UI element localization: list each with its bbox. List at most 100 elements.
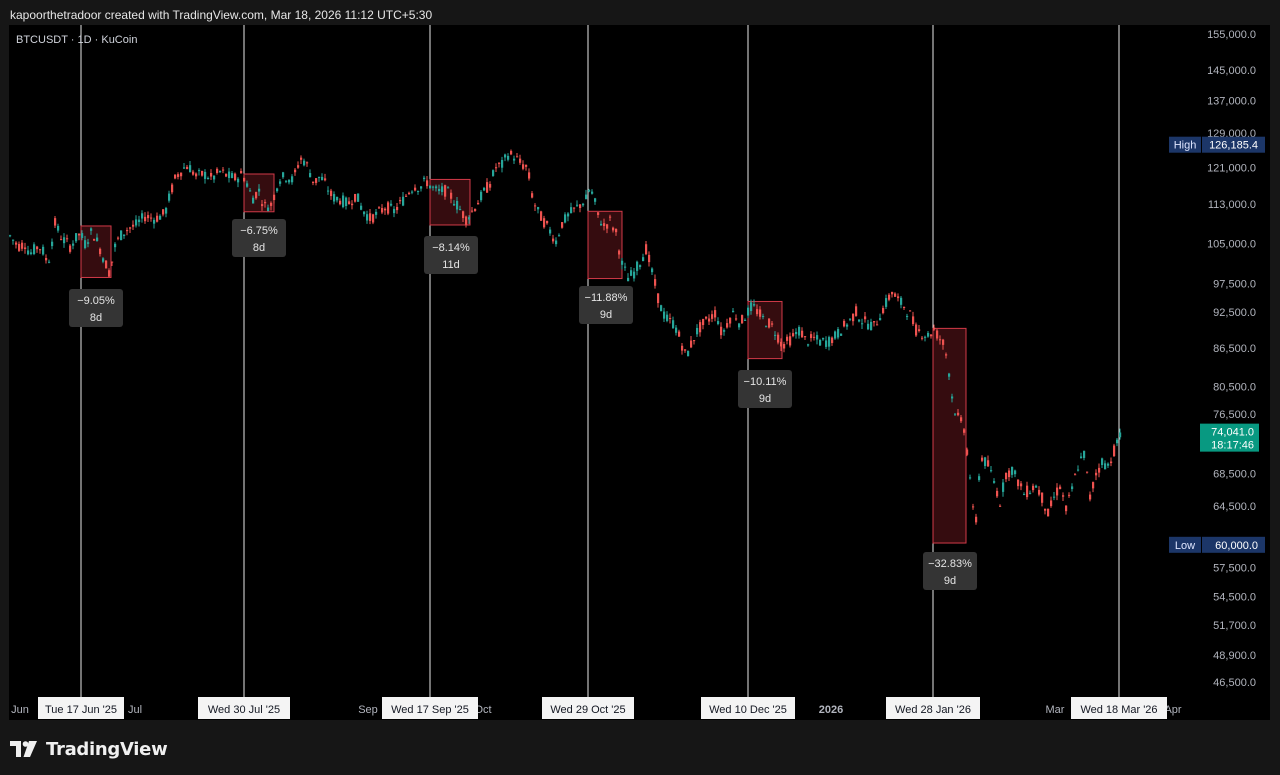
candle-body	[306, 162, 309, 164]
candle-body	[960, 417, 963, 422]
candle-body	[1107, 463, 1110, 466]
low-badge-tag-label: Low	[1175, 540, 1195, 552]
candle-body	[957, 412, 960, 416]
candle-body	[315, 178, 318, 183]
candle-body	[363, 211, 366, 215]
candle-body	[762, 316, 765, 318]
candle-body	[981, 457, 984, 461]
candle-body	[318, 176, 321, 179]
candle-body	[1044, 508, 1047, 511]
candle-body	[135, 219, 138, 226]
candle-body	[252, 197, 255, 204]
candle-body	[303, 160, 306, 166]
candle-body	[855, 306, 858, 316]
y-tick-label: 57,500.0	[1213, 563, 1256, 575]
candle-body	[963, 429, 966, 433]
candle-body	[69, 245, 72, 252]
candle-body	[159, 215, 162, 220]
candle-body	[657, 293, 660, 304]
drawdown-label-bg	[579, 286, 633, 324]
date-marker-box	[198, 697, 290, 719]
candle-body	[534, 205, 537, 207]
candle-body	[798, 327, 801, 336]
candle-body	[93, 239, 96, 241]
candle-body	[708, 318, 711, 322]
candle-body	[807, 344, 810, 346]
candle-body	[276, 188, 279, 192]
candle-body	[726, 323, 729, 328]
candle-body	[207, 177, 210, 179]
candle-body	[567, 213, 570, 217]
candle-body	[366, 214, 369, 221]
candle-body	[444, 185, 447, 197]
candle-body	[162, 209, 165, 215]
tradingview-logo-icon	[10, 741, 37, 757]
candle-body	[99, 248, 102, 255]
candle-body	[825, 340, 828, 347]
chart-frame[interactable]: 155,000.0 145,000.0 137,000.0 129,000.0 121,…	[9, 25, 1270, 720]
candle-body	[552, 238, 555, 242]
candle-body	[333, 194, 336, 202]
candle-body	[990, 470, 993, 472]
candle-body	[1041, 492, 1044, 503]
candle-body	[1116, 439, 1119, 444]
x-tick-label: Oct	[474, 704, 491, 716]
price-chart[interactable]: 155,000.0145,000.0137,000.0129,000.0121,…	[9, 25, 1270, 720]
y-tick-label: 46,500.0	[1213, 677, 1256, 689]
candle-body	[33, 244, 36, 254]
candle-body	[915, 324, 918, 336]
candle-body	[783, 343, 786, 349]
candle-body	[840, 333, 843, 336]
candle-body	[24, 247, 27, 249]
candle-body	[582, 203, 585, 206]
candle-body	[789, 336, 792, 346]
candle-body	[39, 249, 42, 251]
candle-body	[537, 207, 540, 210]
candle-body	[744, 319, 747, 321]
candle-body	[378, 207, 381, 209]
candle-body	[888, 294, 891, 300]
candle-body	[696, 327, 699, 335]
candle-body	[1059, 486, 1062, 490]
candle-body	[75, 233, 78, 242]
y-tick-label: 113,000.0	[1208, 199, 1256, 211]
candle-body	[150, 217, 153, 219]
candle-body	[609, 216, 612, 218]
candle-body	[864, 316, 867, 320]
candle-body	[837, 329, 840, 338]
candle-body	[174, 174, 177, 179]
candle-body	[108, 270, 111, 277]
candle-body	[672, 320, 675, 328]
candle-body	[693, 340, 696, 342]
date-marker-box	[1071, 697, 1167, 719]
last-price-value: 74,041.0	[1211, 427, 1254, 439]
candle-body	[102, 258, 105, 262]
candle-body	[858, 319, 861, 322]
candle-body	[756, 309, 759, 315]
candle-body	[591, 191, 594, 194]
candle-body	[1062, 495, 1065, 497]
high-badge-value: 126,185.4	[1209, 140, 1258, 152]
candle-body	[894, 293, 897, 297]
candle-body	[828, 337, 831, 347]
candle-body	[198, 170, 201, 172]
candle-body	[648, 254, 651, 263]
candle-body	[111, 261, 114, 263]
candle-body	[852, 313, 855, 322]
candle-body	[273, 194, 276, 201]
candle-body	[399, 200, 402, 202]
candle-body	[132, 224, 135, 227]
candle-body	[555, 240, 558, 245]
tradingview-logo[interactable]: TradingView	[10, 737, 168, 761]
candle-body	[1065, 505, 1068, 512]
candle-body	[255, 192, 258, 199]
candle-body	[732, 310, 735, 313]
candle-body	[681, 345, 684, 351]
candle-body	[897, 296, 900, 299]
y-tick-label: 64,500.0	[1213, 501, 1256, 513]
candle-body	[1056, 487, 1059, 496]
candle-body	[87, 242, 90, 244]
drawdown-pct: −11.88%	[585, 292, 628, 304]
x-tick-label: Mar	[1046, 704, 1065, 716]
candle-body	[72, 243, 75, 246]
